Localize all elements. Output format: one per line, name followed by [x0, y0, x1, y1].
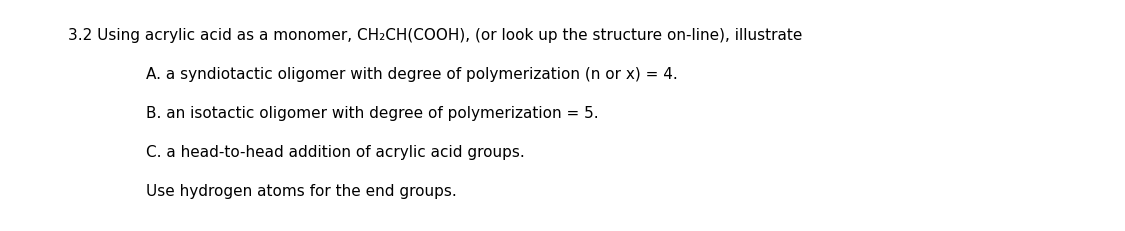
- Text: B. an isotactic oligomer with degree of polymerization = 5.: B. an isotactic oligomer with degree of …: [146, 105, 598, 120]
- Text: Use hydrogen atoms for the end groups.: Use hydrogen atoms for the end groups.: [146, 183, 457, 198]
- Text: C. a head-to-head addition of acrylic acid groups.: C. a head-to-head addition of acrylic ac…: [146, 144, 525, 159]
- Text: 3.2 Using acrylic acid as a monomer, CH₂CH(COOH), (or look up the structure on-l: 3.2 Using acrylic acid as a monomer, CH₂…: [68, 28, 802, 43]
- Text: A. a syndiotactic oligomer with degree of polymerization (n or x) = 4.: A. a syndiotactic oligomer with degree o…: [146, 67, 678, 82]
